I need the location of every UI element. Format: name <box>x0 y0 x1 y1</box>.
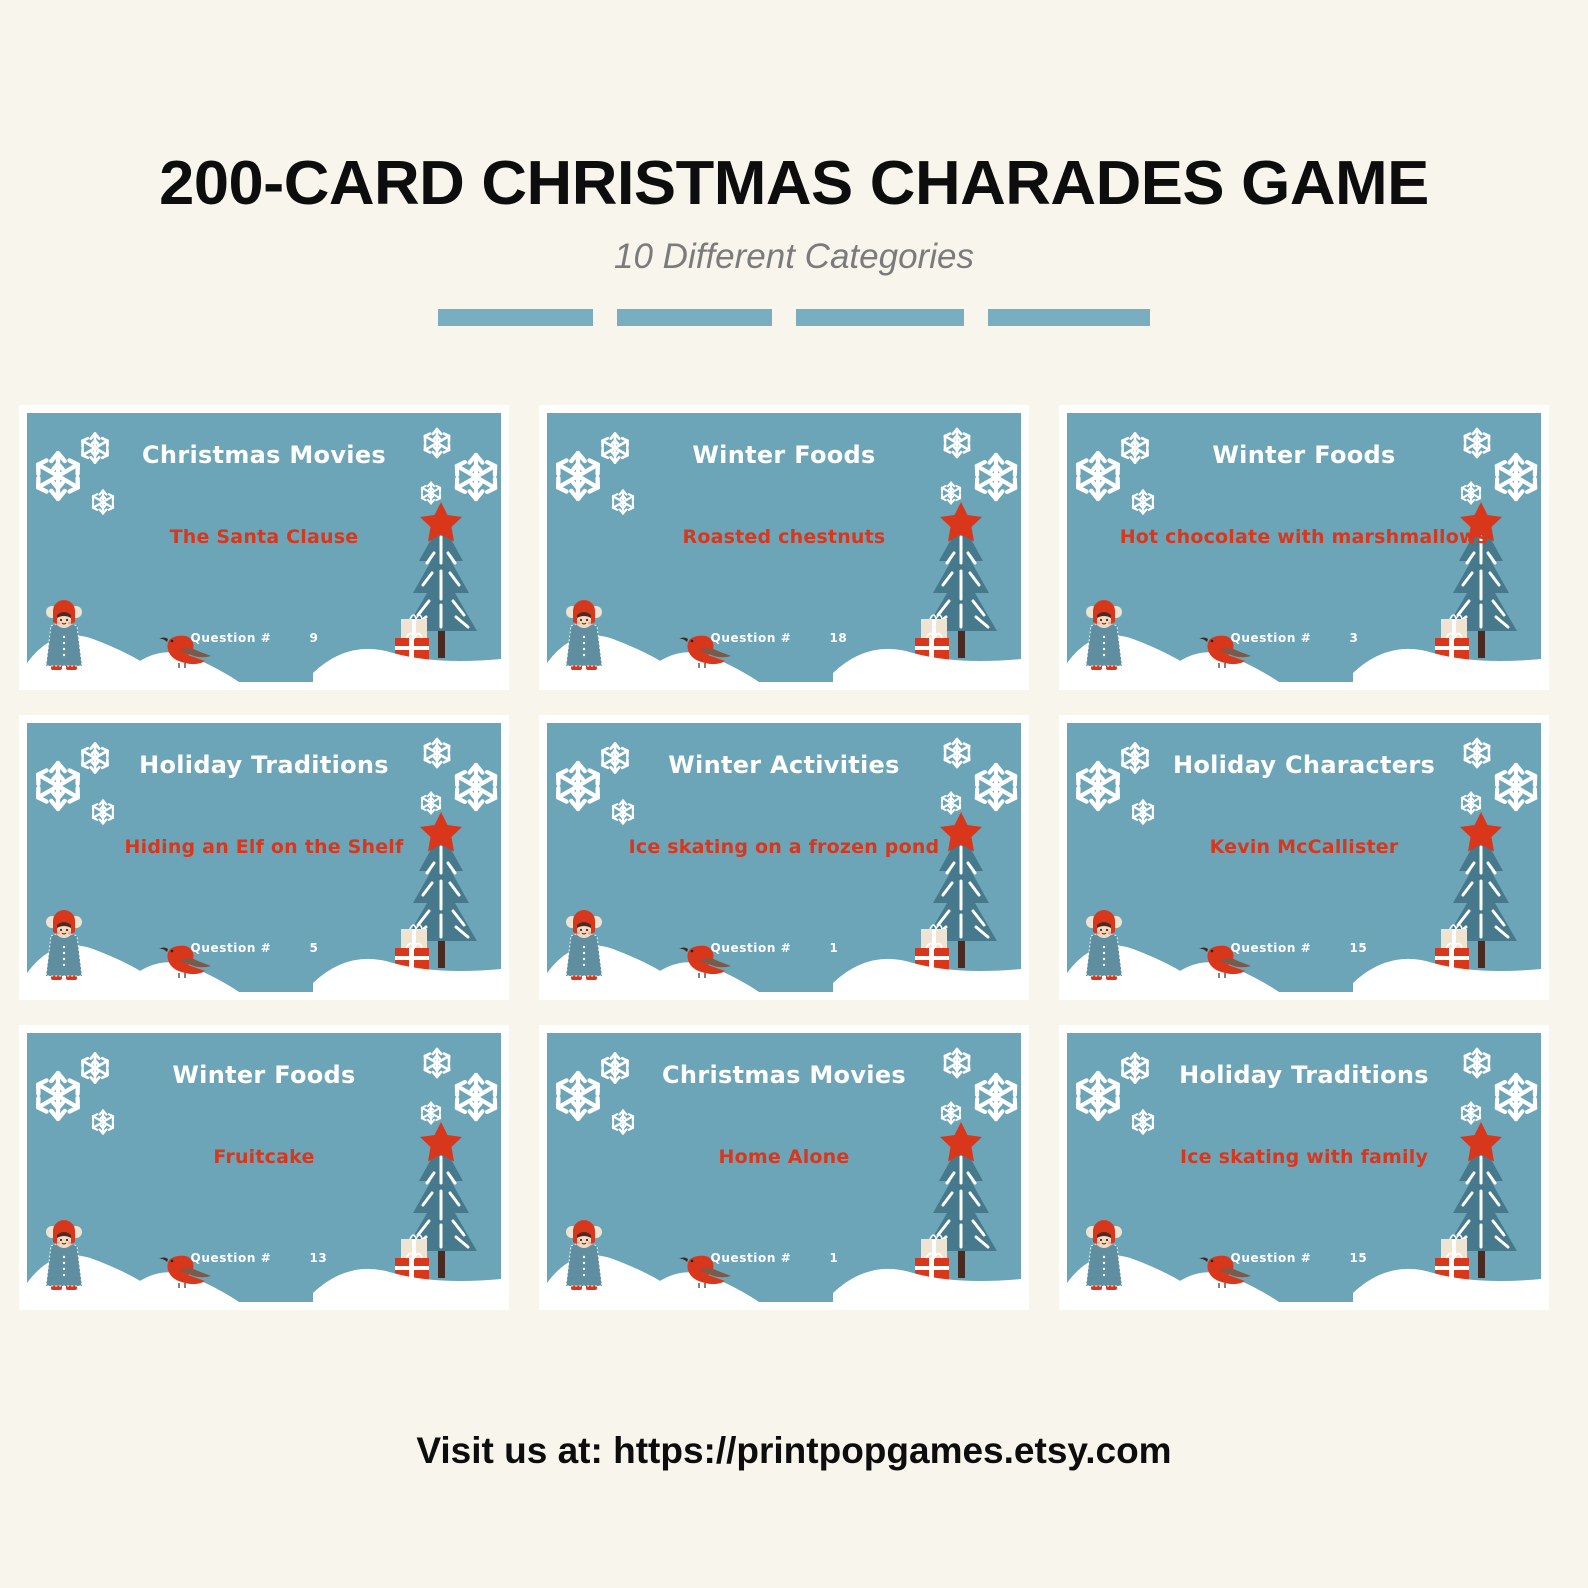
divider-bars <box>0 309 1588 326</box>
card-question-line: Question # 3 <box>1067 631 1541 645</box>
card-question-number: 15 <box>1349 941 1368 955</box>
card-question-number: 15 <box>1349 1251 1368 1265</box>
card-question-line: Question # 15 <box>1067 941 1541 955</box>
snowflake-icon <box>1131 1109 1155 1135</box>
card-face: Holiday Characters Kevin McCallister Que… <box>1067 723 1541 992</box>
snowflake-icon <box>611 799 635 825</box>
card-question-line: Question # 18 <box>547 631 1021 645</box>
card-question-label: Question # <box>190 941 272 955</box>
snowflake-icon <box>1460 481 1482 505</box>
card-question-label: Question # <box>190 631 272 645</box>
card-answer: Ice skating on a frozen pond <box>628 836 940 858</box>
card-answer: Hiding an Elf on the Shelf <box>124 836 404 858</box>
card-question-label: Question # <box>1230 631 1312 645</box>
charades-card[interactable]: Holiday Characters Kevin McCallister Que… <box>1059 715 1549 1000</box>
card-answer: Kevin McCallister <box>1209 836 1399 858</box>
card-category: Winter Foods <box>692 441 876 469</box>
card-question-line: Question # 5 <box>27 941 501 955</box>
card-answer: Fruitcake <box>213 1146 315 1168</box>
card-category: Holiday Characters <box>1172 751 1436 779</box>
card-question-number: 9 <box>309 631 319 645</box>
card-face: Holiday Traditions Hiding an Elf on the … <box>27 723 501 992</box>
card-question-label: Question # <box>710 941 792 955</box>
divider-bar-2 <box>617 309 772 326</box>
charades-card[interactable]: Holiday Traditions Ice skating with fami… <box>1059 1025 1549 1310</box>
card-face: Winter Foods Hot chocolate with marshmal… <box>1067 413 1541 682</box>
card-face: Holiday Traditions Ice skating with fami… <box>1067 1033 1541 1302</box>
card-face: Winter Foods Fruitcake Question # 13 <box>27 1033 501 1302</box>
card-question-line: Question # 1 <box>547 1251 1021 1265</box>
divider-bar-1 <box>438 309 593 326</box>
snowflake-icon <box>91 1109 115 1135</box>
card-question-label: Question # <box>1230 941 1312 955</box>
card-question-line: Question # 9 <box>27 631 501 645</box>
card-question-number: 18 <box>829 631 848 645</box>
charades-card[interactable]: Holiday Traditions Hiding an Elf on the … <box>19 715 509 1000</box>
footer-shop-link[interactable]: Visit us at: https://printpopgames.etsy.… <box>416 1430 1172 1471</box>
snowflake-icon <box>1131 489 1155 515</box>
page-subtitle: 10 Different Categories <box>614 237 974 276</box>
snowflake-icon <box>940 1101 962 1125</box>
card-category: Winter Activities <box>668 751 900 779</box>
snowflake-icon <box>91 489 115 515</box>
divider-bar-4 <box>988 309 1150 326</box>
card-question-label: Question # <box>190 1251 272 1265</box>
card-face: Winter Foods Roasted chestnuts Question … <box>547 413 1021 682</box>
card-question-line: Question # 1 <box>547 941 1021 955</box>
snowflake-icon <box>91 799 115 825</box>
card-question-label: Question # <box>710 631 792 645</box>
card-question-line: Question # 13 <box>27 1251 501 1265</box>
card-answer: Ice skating with family <box>1179 1146 1429 1168</box>
card-answer: Home Alone <box>718 1146 850 1168</box>
card-face: Christmas Movies Home Alone Question # 1 <box>547 1033 1021 1302</box>
card-answer: The Santa Clause <box>169 526 359 548</box>
divider-bar-3 <box>796 309 964 326</box>
snowflake-icon <box>1460 791 1482 815</box>
card-category: Christmas Movies <box>662 1061 906 1089</box>
card-question-number: 1 <box>829 941 839 955</box>
poster-header: 200-CARD CHRISTMAS CHARADES GAME 10 Diff… <box>0 0 1588 326</box>
card-category: Holiday Traditions <box>139 751 389 779</box>
card-question-number: 1 <box>829 1251 839 1265</box>
charades-card[interactable]: Christmas Movies The Santa Clause Questi… <box>19 405 509 690</box>
card-question-number: 5 <box>309 941 319 955</box>
snowflake-icon <box>611 489 635 515</box>
charades-card-grid: Christmas Movies The Santa Clause Questi… <box>19 405 1569 1310</box>
snowflake-icon <box>420 791 442 815</box>
card-category: Winter Foods <box>172 1061 356 1089</box>
card-question-label: Question # <box>1230 1251 1312 1265</box>
charades-card[interactable]: Winter Foods Roasted chestnuts Question … <box>539 405 1029 690</box>
charades-card[interactable]: Winter Activities Ice skating on a froze… <box>539 715 1029 1000</box>
charades-card[interactable]: Winter Foods Hot chocolate with marshmal… <box>1059 405 1549 690</box>
card-face: Winter Activities Ice skating on a froze… <box>547 723 1021 992</box>
snowflake-icon <box>420 1101 442 1125</box>
page-title: 200-CARD CHRISTMAS CHARADES GAME <box>159 149 1429 218</box>
snowflake-icon <box>420 481 442 505</box>
charades-card[interactable]: Winter Foods Fruitcake Question # 13 <box>19 1025 509 1310</box>
card-face: Christmas Movies The Santa Clause Questi… <box>27 413 501 682</box>
snowflake-icon <box>940 481 962 505</box>
card-answer: Roasted chestnuts <box>682 526 886 548</box>
charades-card[interactable]: Christmas Movies Home Alone Question # 1 <box>539 1025 1029 1310</box>
card-category: Winter Foods <box>1212 441 1396 469</box>
card-question-number: 13 <box>309 1251 328 1265</box>
card-category: Christmas Movies <box>142 441 386 469</box>
card-category: Holiday Traditions <box>1179 1061 1429 1089</box>
snowflake-icon <box>1460 1101 1482 1125</box>
card-answer: Hot chocolate with marshmallows <box>1119 526 1489 548</box>
card-question-line: Question # 15 <box>1067 1251 1541 1265</box>
snowflake-icon <box>940 791 962 815</box>
card-question-label: Question # <box>710 1251 792 1265</box>
snowflake-icon <box>1131 799 1155 825</box>
snowflake-icon <box>611 1109 635 1135</box>
card-question-number: 3 <box>1349 631 1359 645</box>
